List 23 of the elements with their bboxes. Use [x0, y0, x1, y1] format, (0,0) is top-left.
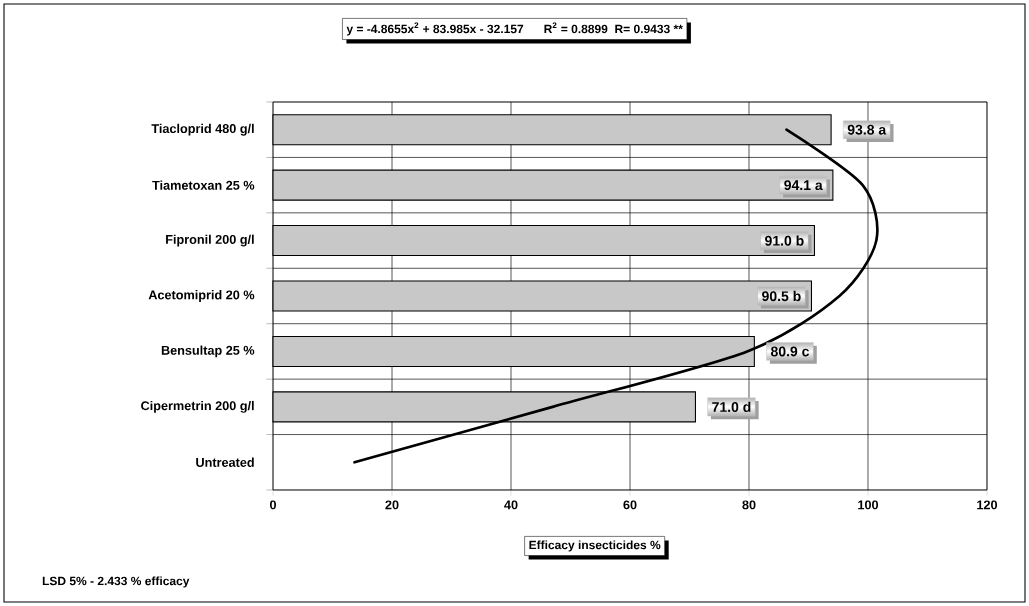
- y-tick-label: Untreated: [196, 457, 254, 467]
- x-tick-label: 60: [623, 500, 637, 510]
- data-label: 90.5 b: [762, 290, 801, 302]
- y-tick-label: Acetomiprid 20 %: [148, 290, 255, 302]
- text: LSD 5% - 2.433 % efficacy: [42, 576, 190, 588]
- y-tick-label: Bensultap 25 %: [161, 345, 255, 358]
- x-tick-label: 100: [858, 500, 879, 510]
- x-axis-title: Efficacy insecticides %: [529, 540, 661, 552]
- data-label: 71.0 d: [712, 401, 751, 412]
- data-label: 80.9 c: [770, 346, 809, 357]
- x-tick-label: 40: [504, 500, 518, 510]
- x-tick-label: 20: [385, 500, 399, 510]
- data-label: 91.0 b: [765, 235, 804, 246]
- data-label: 94.1 a: [784, 180, 823, 191]
- y-tick-label: Fipronil 200 g/l: [166, 234, 254, 247]
- x-tick-label: 120: [977, 500, 998, 510]
- x-tick-label: 80: [742, 500, 756, 510]
- y-tick-label: Cipermetrin 200 g/l: [141, 400, 254, 413]
- x-tick-label: 0: [269, 500, 277, 510]
- y-tick-label: Tiametoxan 25 %: [152, 180, 255, 190]
- y-tick-label: Tiacloprid 480 g/l: [151, 123, 254, 136]
- text: y = -4.8655x$^{2}$ + 83.985x - 32.157 R$^{2}$ = 0.8899 R= 0.9433 **: [346, 22, 683, 36]
- data-label: 93.8 a: [847, 124, 887, 135]
